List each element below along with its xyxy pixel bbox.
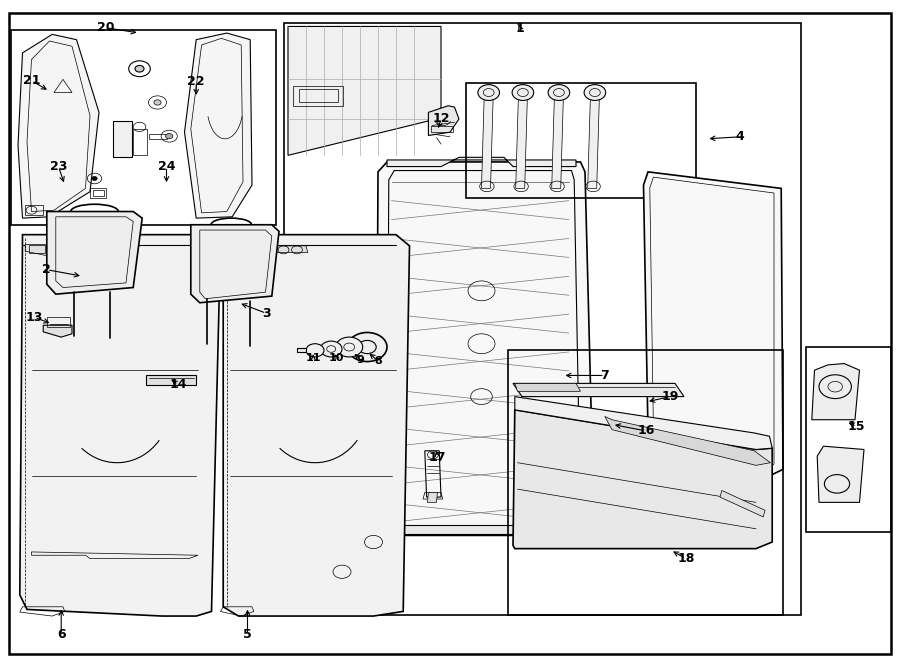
Text: 4: 4 bbox=[735, 130, 744, 143]
Circle shape bbox=[347, 332, 387, 362]
Circle shape bbox=[135, 65, 144, 72]
Text: 11: 11 bbox=[305, 353, 321, 364]
Text: 17: 17 bbox=[428, 451, 446, 464]
Text: 8: 8 bbox=[374, 356, 382, 366]
Polygon shape bbox=[20, 235, 220, 616]
Bar bbox=[11, 30, 276, 225]
Bar bbox=[284, 23, 801, 615]
Polygon shape bbox=[146, 375, 196, 385]
Text: 7: 7 bbox=[600, 369, 609, 382]
Bar bbox=[806, 347, 891, 532]
Circle shape bbox=[166, 134, 173, 139]
Polygon shape bbox=[428, 106, 459, 136]
Circle shape bbox=[320, 341, 342, 357]
Bar bbox=[112, 121, 132, 157]
Polygon shape bbox=[47, 212, 142, 294]
Bar bbox=[466, 83, 696, 198]
Text: 14: 14 bbox=[169, 378, 187, 391]
Polygon shape bbox=[513, 410, 772, 549]
Polygon shape bbox=[223, 235, 410, 616]
Text: 19: 19 bbox=[662, 390, 680, 403]
Text: 18: 18 bbox=[677, 552, 695, 565]
Text: 6: 6 bbox=[57, 628, 66, 641]
Polygon shape bbox=[43, 325, 72, 337]
Circle shape bbox=[512, 85, 534, 100]
Text: 23: 23 bbox=[50, 160, 68, 173]
Circle shape bbox=[92, 176, 97, 180]
Polygon shape bbox=[396, 525, 576, 534]
Polygon shape bbox=[644, 172, 783, 476]
Polygon shape bbox=[552, 96, 563, 188]
Bar bbox=[508, 350, 783, 615]
Text: 20: 20 bbox=[97, 21, 115, 34]
Text: 1: 1 bbox=[516, 22, 525, 35]
Text: 13: 13 bbox=[25, 311, 43, 324]
Polygon shape bbox=[387, 157, 576, 167]
Bar bbox=[293, 86, 343, 106]
Circle shape bbox=[336, 337, 363, 357]
Bar bbox=[133, 129, 147, 155]
Polygon shape bbox=[515, 383, 580, 391]
Polygon shape bbox=[515, 397, 772, 449]
Text: 9: 9 bbox=[356, 354, 364, 365]
Polygon shape bbox=[513, 383, 684, 397]
Polygon shape bbox=[184, 33, 252, 218]
Text: 12: 12 bbox=[432, 112, 450, 126]
Polygon shape bbox=[227, 246, 308, 253]
Circle shape bbox=[154, 100, 161, 105]
Polygon shape bbox=[516, 96, 527, 188]
Polygon shape bbox=[18, 34, 99, 218]
Bar bbox=[49, 245, 59, 253]
Text: 10: 10 bbox=[328, 353, 345, 364]
Polygon shape bbox=[588, 96, 599, 188]
Bar bbox=[47, 317, 70, 327]
Polygon shape bbox=[812, 364, 860, 420]
Circle shape bbox=[584, 85, 606, 100]
Circle shape bbox=[306, 344, 324, 357]
Polygon shape bbox=[605, 416, 770, 465]
Polygon shape bbox=[817, 446, 864, 502]
Text: 24: 24 bbox=[158, 160, 176, 173]
Polygon shape bbox=[376, 162, 594, 535]
Text: 15: 15 bbox=[848, 420, 866, 433]
Bar bbox=[299, 89, 338, 102]
Bar bbox=[431, 126, 453, 132]
Polygon shape bbox=[428, 492, 437, 502]
Text: 22: 22 bbox=[187, 75, 205, 89]
Bar bbox=[29, 245, 45, 253]
Text: 3: 3 bbox=[262, 307, 271, 320]
Polygon shape bbox=[25, 245, 90, 259]
Text: 16: 16 bbox=[637, 424, 655, 438]
Text: 5: 5 bbox=[243, 628, 252, 641]
Polygon shape bbox=[191, 225, 279, 303]
Polygon shape bbox=[482, 96, 493, 188]
Bar bbox=[148, 134, 166, 139]
Text: 21: 21 bbox=[22, 74, 40, 87]
Circle shape bbox=[478, 85, 500, 100]
Polygon shape bbox=[720, 490, 765, 517]
Text: 2: 2 bbox=[42, 263, 51, 276]
Polygon shape bbox=[288, 26, 441, 155]
Bar bbox=[297, 348, 306, 352]
Circle shape bbox=[548, 85, 570, 100]
